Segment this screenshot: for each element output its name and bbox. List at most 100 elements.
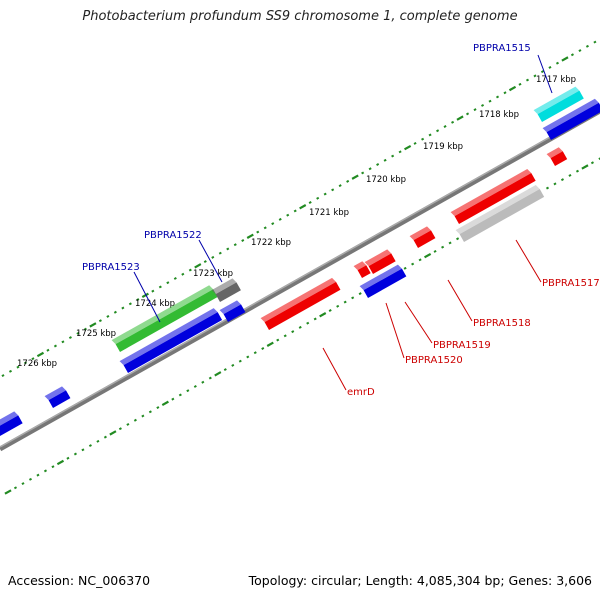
major-tick [141,292,149,299]
minor-tick [113,310,117,314]
label-PBPRA1518[interactable]: PBPRA1518 [473,318,531,329]
scale-label: 1721 kbp [309,208,349,218]
label-PBPRA1517[interactable]: PBPRA1517 [542,278,600,289]
minor-tick [76,331,80,335]
minor-tick [306,321,310,325]
gene-blue-1[interactable] [119,308,223,373]
minor-tick [98,319,102,323]
gene-top-face [44,386,67,401]
minor-tick [148,410,152,414]
gene-blue-right[interactable] [542,98,600,140]
gene-top-face [546,147,563,159]
minor-tick [593,40,597,44]
minor-tick [223,368,227,372]
major-tick [351,174,359,180]
minor-tick [411,262,415,266]
gene-front-face [123,312,223,373]
minor-tick [331,188,335,192]
leader-PBPRA1519 [404,301,433,344]
gene-PBPRA1520-blue[interactable] [359,264,407,298]
label-PBPRA1523[interactable]: PBPRA1523 [82,262,140,273]
label-emrD[interactable]: emrD [347,387,375,398]
major-tick [246,233,254,239]
gene-small-red[interactable] [353,261,371,278]
major-tick [561,56,569,62]
gene-top-face [219,300,242,315]
scale-label: 1720 kbp [366,175,406,185]
minor-tick [383,158,387,162]
accession-text: Accession: NC_006370 [8,573,151,588]
minor-tick [171,397,175,401]
scale-label: 1725 kbp [76,329,116,339]
minor-tick [81,448,85,452]
minor-tick [276,338,280,342]
minor-tick [53,344,57,348]
scale-label: 1717 kbp [536,75,576,85]
gene-PBPRA1522-gray[interactable] [211,278,241,302]
minor-tick [361,171,365,175]
gene-top-face [0,411,19,426]
label-PBPRA1515[interactable]: PBPRA1515 [473,43,531,54]
outer-scale-ticks [1,40,597,378]
gene-red-tip[interactable] [546,147,568,166]
gene-front-face [550,151,568,166]
gene-front-face [215,282,241,302]
minor-tick [441,245,445,249]
minor-tick [413,141,417,145]
minor-tick [156,406,160,410]
minor-tick [308,201,312,204]
gene-blue-2[interactable] [219,300,246,322]
minor-tick [201,380,205,384]
major-tick [194,263,202,269]
gene-PBPRA1515-cyan[interactable] [533,86,584,122]
minor-tick [358,292,362,296]
major-tick [319,312,327,318]
map-title: Photobacterium profundum SS9 chromosome … [82,9,518,24]
minor-tick [256,230,260,234]
minor-tick [261,347,265,350]
gene-PBPRA1518-red[interactable] [409,226,436,248]
label-PBPRA1520[interactable]: PBPRA1520 [405,355,463,366]
minor-tick [376,163,380,166]
minor-tick [13,486,18,490]
gene-emrD-red[interactable] [260,277,341,330]
gene-top-face [364,249,392,267]
major-tick [581,164,589,170]
minor-tick [391,154,395,158]
minor-tick [328,309,332,312]
gene-PBPRA1517-gray[interactable] [455,185,545,242]
minor-tick [540,70,545,74]
minor-tick [73,452,77,456]
minor-tick [548,65,552,69]
minor-tick [1,374,5,378]
major-tick [161,400,169,407]
gene-PBPRA1523-green[interactable] [111,285,218,352]
gene-red-long[interactable] [450,168,536,224]
minor-tick [158,285,162,289]
scale-label: 1722 kbp [251,238,291,248]
major-tick [56,459,65,466]
gene-features [0,86,600,436]
minor-tick [186,389,190,393]
minor-tick [226,247,230,251]
minor-tick [21,482,25,486]
minor-tick [208,376,212,380]
leader-PBPRA1517 [515,239,542,283]
chromosome-backbone [0,108,600,452]
gene-PBPRA1519-red[interactable] [364,249,396,274]
gene-front-face [357,265,371,278]
minor-tick [103,435,107,439]
major-tick [424,252,432,259]
leader-PBPRA1520 [385,302,405,359]
minor-tick [495,95,500,99]
gene-blue-left-b[interactable] [44,386,71,408]
minor-tick [246,355,250,359]
label-PBPRA1519[interactable]: PBPRA1519 [433,340,491,351]
minor-tick [313,317,317,321]
gene-top-face [450,168,532,217]
gene-blue-left-a[interactable] [0,411,23,436]
label-PBPRA1522[interactable]: PBPRA1522 [144,230,202,241]
minor-tick [568,173,572,177]
minor-tick [456,237,460,241]
